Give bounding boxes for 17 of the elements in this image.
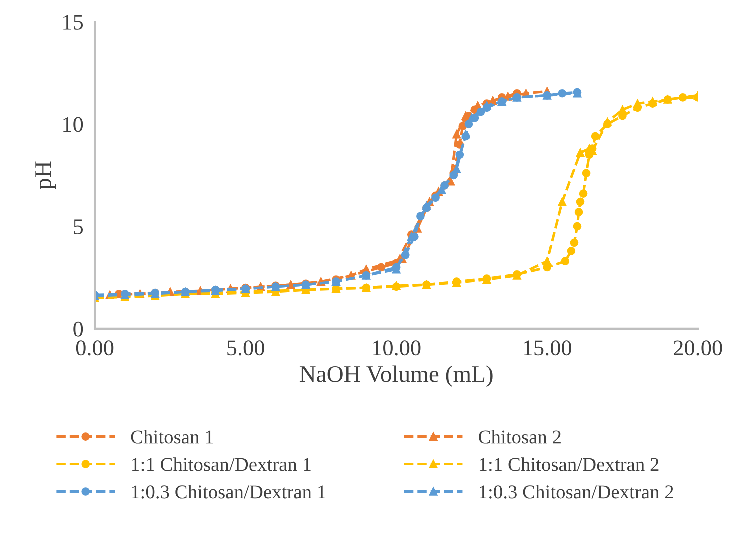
x-tick-label: 10.00 <box>374 340 421 356</box>
y-tick-label: 0 <box>74 322 84 337</box>
legend-label: 1:1 Chitosan/Dextran 1 <box>132 458 311 472</box>
legend-label: 1:0.3 Chitosan/Dextran 2 <box>480 485 674 499</box>
x-tick-label: 0.00 <box>76 340 114 356</box>
y-tick-label: 5 <box>74 220 84 235</box>
x-tick-label: 15.00 <box>524 340 572 356</box>
y-tick-label: 15 <box>64 15 84 30</box>
y-tick-label: 10 <box>64 117 84 132</box>
x-tick-label: 20.00 <box>674 340 722 356</box>
y-axis-title: pH <box>36 162 56 190</box>
x-tick-label: 5.00 <box>228 340 264 356</box>
legend-label: Chitosan 1 <box>131 430 214 444</box>
legend-label: 1:0.3 Chitosan/Dextran 1 <box>132 485 326 499</box>
x-axis-title: NaOH Volume (mL) <box>300 366 493 388</box>
legend-label: Chitosan 2 <box>479 430 561 444</box>
legend-label: 1:1 Chitosan/Dextran 2 <box>480 458 659 472</box>
